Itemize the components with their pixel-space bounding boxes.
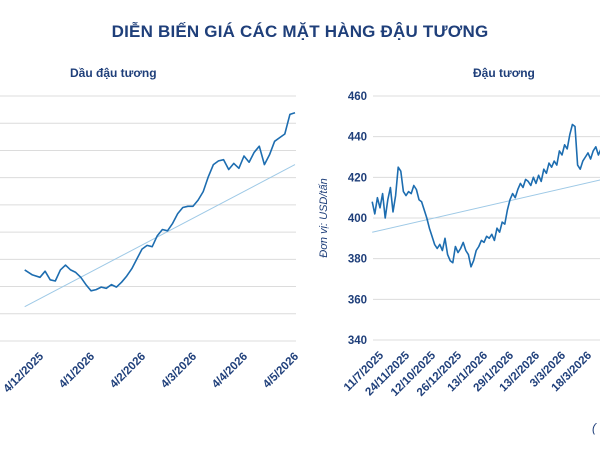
bean-y-tick-label: 360 — [348, 294, 367, 306]
bean-source-note: ( — [592, 421, 598, 435]
bean-y-axis-label: Đơn vị: USD/tấn — [318, 178, 330, 257]
bean-trendline — [372, 179, 600, 233]
oil-series-line — [24, 111, 296, 292]
main-title: DIỄN BIẾN GIÁ CÁC MẶT HÀNG ĐẬU TƯƠNG — [111, 22, 489, 41]
bean-y-tick-label: 440 — [348, 132, 367, 144]
bean-y-tick-label: 340 — [348, 335, 367, 347]
bean-y-tick-label: 420 — [348, 172, 367, 184]
bean-y-tick-label: 460 — [348, 91, 367, 103]
bean-y-tick-label: 400 — [348, 213, 367, 225]
oil-trendline — [24, 164, 296, 308]
chart2-title: Đậu tương — [473, 66, 535, 80]
chart1-title: Dầu đậu tương — [70, 66, 157, 80]
bean-y-tick-label: 380 — [348, 254, 367, 266]
bean-series-line — [371, 123, 600, 268]
